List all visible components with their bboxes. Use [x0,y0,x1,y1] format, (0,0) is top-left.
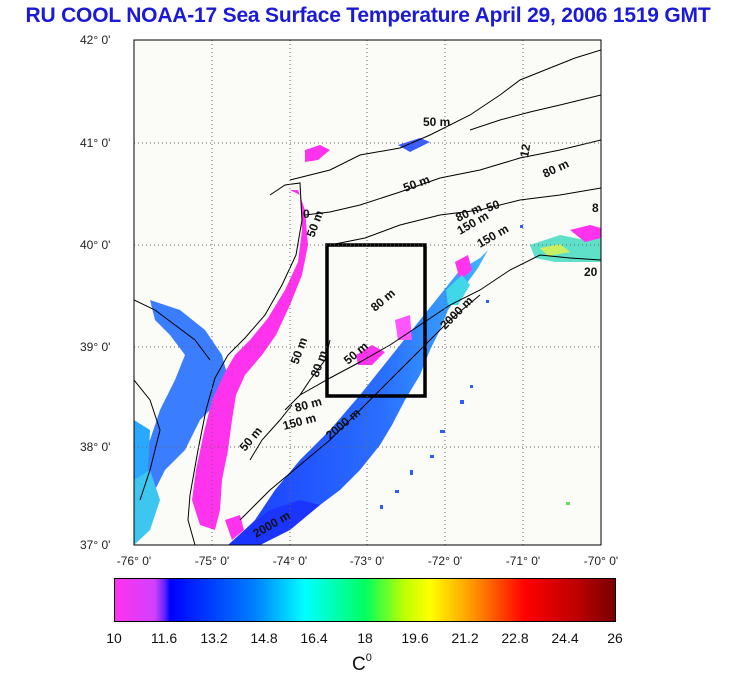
plot-frame [133,39,602,546]
cyan-patch [446,275,470,305]
contour-2000m [239,294,481,521]
colorbar-tick: 22.8 [501,630,529,646]
lat-label: 41° 0' [80,136,110,150]
lat-label: 40° 0' [80,238,110,252]
ne-magenta-edge [570,225,601,242]
contour-50m [304,139,601,216]
coastline-bay [134,299,211,361]
li-sound-blue [398,138,430,152]
colorbar-tick: 16.4 [300,630,328,646]
colorbar-tick: 26 [607,630,623,646]
colorbar-tick: 10 [106,630,122,646]
coastline-nj [187,182,303,545]
li-sound-cold-water [305,145,330,162]
lat-label: 38° 0' [80,440,110,454]
nj-coastal-cold-water [192,190,308,530]
lat-label: 37° 0' [80,538,110,552]
ne-warm-yellow [540,244,570,256]
temperature-colorbar [114,578,616,622]
lon-label: -72° 0' [428,554,462,568]
colorbar-unit: C0 [352,652,372,676]
colorbar-tick: 13.2 [200,630,228,646]
contour-label: 20 [584,265,598,279]
lon-label: -76° 0' [117,554,151,568]
offshore-blue-band-lower [228,500,320,545]
magenta-patch-3 [455,255,472,280]
scattered-specks [380,225,523,509]
contour-label: 8 [592,201,599,215]
coastal-cyan-water [134,470,160,545]
lon-label: -70° 0' [584,554,618,568]
contour-label: 50 [484,197,502,215]
magenta-patch-4 [225,515,244,540]
lon-label: -75° 0' [195,554,229,568]
lat-label: 39° 0' [80,340,110,354]
lon-label: -73° 0' [350,554,384,568]
colorbar-tick-labels: 10 11.6 13.2 14.8 16.4 18 19.6 21.2 22.8… [0,630,736,650]
colorbar-tick: 14.8 [250,630,278,646]
colorbar-tick: 19.6 [401,630,429,646]
gridlines [134,40,601,545]
unit-superscript: 0 [365,652,372,664]
colorbar-tick: 24.4 [551,630,579,646]
colorbar-tick: 21.2 [451,630,479,646]
lon-label: -71° 0' [506,554,540,568]
contour-150m [299,254,601,396]
coastline-li [289,49,601,181]
contour-label: 80 m [293,394,323,415]
contour-80m [329,187,601,246]
contour-label: 50 m [423,115,450,129]
colorbar-tick: 11.6 [150,630,178,646]
contour-shelf-2 [249,404,293,461]
contour-label: 0 [303,207,310,221]
colorbar-tick: 18 [357,630,373,646]
lat-label: 42° 0' [80,33,110,47]
unit-label: C [352,654,366,675]
contour-ne [469,94,601,131]
lon-label: -74° 0' [273,554,307,568]
map-title: RU COOL NOAA-17 Sea Surface Temperature … [25,4,711,27]
coastline-md [134,379,161,501]
contour-label: 12 [517,143,533,159]
study-area-box [325,243,427,398]
